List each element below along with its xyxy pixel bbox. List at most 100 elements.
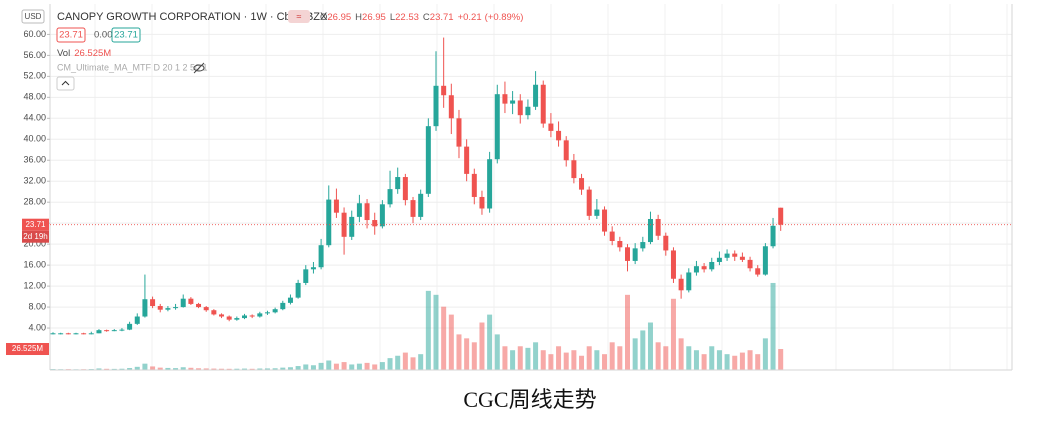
candle-body bbox=[165, 308, 171, 310]
candle-body bbox=[617, 241, 623, 248]
y-tick-label: 36.00 bbox=[23, 155, 46, 165]
candle-body bbox=[88, 333, 94, 335]
volume-bar bbox=[173, 368, 179, 370]
y-tick-label: 44.00 bbox=[23, 113, 46, 123]
volume-bar bbox=[318, 362, 324, 370]
volume-bar bbox=[693, 350, 699, 370]
candle-body bbox=[579, 178, 585, 190]
candle-body bbox=[326, 199, 332, 246]
volume-bar bbox=[540, 350, 546, 370]
candle-body bbox=[402, 177, 408, 201]
y-tick-label: 56.00 bbox=[23, 50, 46, 60]
candle-body bbox=[379, 204, 385, 227]
candle-body bbox=[525, 106, 531, 116]
volume-bar bbox=[686, 346, 692, 370]
candle-body bbox=[494, 94, 500, 160]
value-box bbox=[111, 27, 141, 43]
volume-bar bbox=[326, 360, 332, 370]
volume-bar bbox=[609, 342, 615, 370]
caption: CGC周线走势 bbox=[463, 387, 596, 412]
value-box-text: 23.71 bbox=[114, 30, 138, 41]
candle-body bbox=[739, 256, 745, 260]
y-tick-label: 16.00 bbox=[23, 260, 46, 270]
candle-body bbox=[747, 259, 753, 269]
candle-body bbox=[471, 173, 477, 197]
candle-body bbox=[510, 100, 516, 104]
volume-bar bbox=[441, 306, 447, 370]
volume-bar bbox=[625, 294, 630, 370]
volume-bar bbox=[372, 364, 378, 370]
volume-bar bbox=[280, 367, 286, 370]
candle-body bbox=[58, 333, 64, 335]
candle-body bbox=[280, 302, 286, 310]
volume-bar bbox=[242, 368, 247, 370]
volume-bar bbox=[709, 346, 715, 370]
candle-body bbox=[272, 309, 278, 313]
volume-bar bbox=[747, 350, 753, 370]
volume-bar bbox=[257, 368, 263, 370]
volume-bar bbox=[755, 354, 761, 370]
last-price-tag bbox=[22, 218, 49, 231]
volume-bar bbox=[264, 368, 270, 370]
candle-body bbox=[173, 307, 179, 309]
volume-bar bbox=[379, 362, 385, 370]
candle-body bbox=[479, 196, 485, 209]
candle-body bbox=[678, 278, 684, 291]
volume-bar bbox=[647, 322, 653, 370]
candle-body bbox=[548, 123, 554, 131]
volume-bar bbox=[778, 349, 784, 370]
candle-body bbox=[303, 269, 309, 283]
y-tick-label: 48.00 bbox=[23, 92, 46, 102]
candle-body bbox=[724, 253, 730, 258]
candle-body bbox=[387, 189, 393, 205]
candle-body bbox=[655, 218, 661, 236]
volume-bar bbox=[333, 363, 339, 370]
candle-body bbox=[594, 209, 600, 216]
candle-body bbox=[150, 299, 156, 307]
candle-body bbox=[188, 298, 194, 304]
y-tick-label: 52.00 bbox=[23, 71, 46, 81]
volume-bar bbox=[310, 365, 316, 370]
volume-bar bbox=[196, 368, 202, 370]
volume-title: Vol bbox=[57, 48, 70, 59]
indicator: CM_Ultimate_MA_MTF D 20 1 2 50 1 bbox=[57, 62, 208, 72]
candle-body bbox=[50, 333, 56, 335]
y-tick-label: 4.00 bbox=[28, 322, 46, 332]
candle-body bbox=[219, 314, 225, 317]
volume-bar bbox=[111, 368, 117, 370]
candle-body bbox=[533, 84, 539, 107]
ohlc-label: L bbox=[390, 12, 395, 23]
collapse-button[interactable] bbox=[56, 76, 75, 91]
volume-bar bbox=[425, 290, 431, 370]
volume-bar bbox=[127, 368, 133, 370]
candle-body bbox=[356, 203, 362, 217]
value-box-text: 0.00 bbox=[94, 30, 113, 41]
volume-bar bbox=[670, 298, 676, 370]
volume-bar bbox=[724, 354, 730, 370]
volume-bar bbox=[211, 368, 217, 370]
volume-bar bbox=[579, 355, 585, 370]
volume-bar bbox=[395, 355, 401, 370]
candle-body bbox=[632, 248, 638, 261]
compare-icon[interactable] bbox=[288, 10, 310, 23]
currency-box[interactable] bbox=[21, 9, 45, 24]
volume-bar bbox=[104, 368, 110, 370]
volume-bar bbox=[157, 367, 163, 370]
volume-bar bbox=[134, 366, 140, 370]
volume-bar bbox=[602, 354, 608, 370]
ohlc-value: 23.71 bbox=[430, 12, 454, 23]
candle-body bbox=[142, 299, 148, 317]
candle-body bbox=[264, 312, 270, 314]
candle-body bbox=[709, 261, 715, 270]
volume-bar bbox=[640, 330, 646, 370]
volume-bar bbox=[295, 366, 301, 370]
ohlc-legend: O26.95 H26.95 L22.53 C23.71 +0.21 (+0.89%) bbox=[320, 12, 523, 23]
candle-body bbox=[609, 231, 615, 242]
countdown-tag bbox=[22, 230, 49, 243]
candle-body bbox=[425, 126, 431, 194]
countdown-text: 2d 19h bbox=[23, 232, 47, 241]
candle-body bbox=[770, 225, 776, 247]
candle-body bbox=[693, 266, 699, 273]
eye-icon[interactable] bbox=[193, 62, 205, 74]
